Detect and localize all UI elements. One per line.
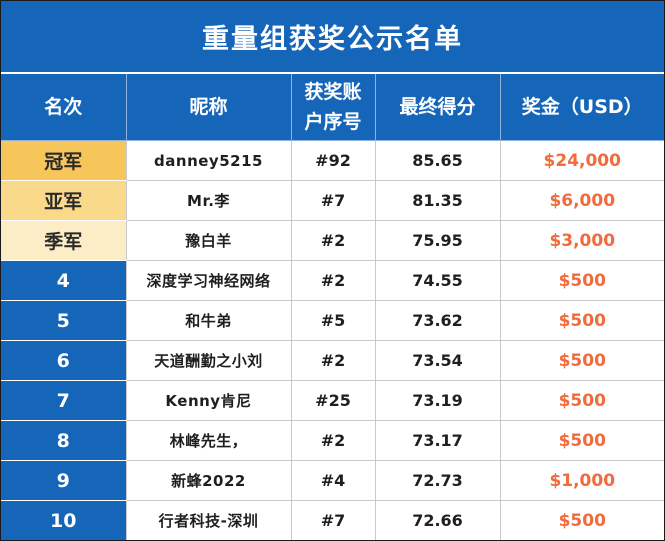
header-prize: 奖金（USD） [500, 74, 664, 141]
table-row: 6 天道酬勤之小刘 #2 73.54 $500 [1, 340, 664, 381]
table-row: 8 林峰先生， #2 73.17 $500 [1, 420, 664, 461]
rank-cell: 8 [1, 420, 127, 461]
rank-cell: 5 [1, 300, 127, 341]
score-cell: 85.65 [375, 140, 501, 181]
rank-cell: 6 [1, 340, 127, 381]
score-cell: 75.95 [375, 220, 501, 261]
nickname-cell: 行者科技-深圳 [126, 500, 292, 540]
table-row: 10 行者科技-深圳 #7 72.66 $500 [1, 500, 664, 540]
nickname-cell: 和牛弟 [126, 300, 292, 341]
account-cell: #5 [291, 300, 376, 341]
rank-cell: 亚军 [1, 180, 127, 221]
header-account-line2: 户序号 [304, 111, 362, 133]
nickname-cell: 豫白羊 [126, 220, 292, 261]
prize-cell: $500 [500, 260, 664, 301]
prize-cell: $24,000 [500, 140, 664, 181]
table-row: 9 新蜂2022 #4 72.73 $1,000 [1, 460, 664, 501]
nickname-cell: Kenny肯尼 [126, 380, 292, 421]
rank-cell: 冠军 [1, 140, 127, 181]
table-row: 季军 豫白羊 #2 75.95 $3,000 [1, 220, 664, 261]
rank-cell: 9 [1, 460, 127, 501]
table-row: 4 深度学习神经网络 #2 74.55 $500 [1, 260, 664, 301]
prize-cell: $6,000 [500, 180, 664, 221]
table-row: 亚军 Mr.李 #7 81.35 $6,000 [1, 180, 664, 221]
nickname-cell: 林峰先生， [126, 420, 292, 461]
nickname-cell: 新蜂2022 [126, 460, 292, 501]
header-account: 获奖账 户序号 [291, 74, 376, 141]
rank-cell: 10 [1, 500, 127, 540]
table-row: 7 Kenny肯尼 #25 73.19 $500 [1, 380, 664, 421]
table-row: 冠军 danney5215 #92 85.65 $24,000 [1, 140, 664, 181]
prize-cell: $500 [500, 380, 664, 421]
table-header-row: 名次 昵称 获奖账 户序号 最终得分 奖金（USD） [1, 74, 664, 141]
prize-cell: $1,000 [500, 460, 664, 501]
account-cell: #7 [291, 180, 376, 221]
score-cell: 72.73 [375, 460, 501, 501]
score-cell: 73.62 [375, 300, 501, 341]
prize-cell: $500 [500, 500, 664, 540]
account-cell: #2 [291, 420, 376, 461]
prize-cell: $500 [500, 420, 664, 461]
table-row: 5 和牛弟 #5 73.62 $500 [1, 300, 664, 341]
header-score: 最终得分 [375, 74, 501, 141]
account-cell: #7 [291, 500, 376, 540]
rank-cell: 季军 [1, 220, 127, 261]
page-title: 重量组获奖公示名单 [1, 1, 664, 74]
score-cell: 74.55 [375, 260, 501, 301]
account-cell: #92 [291, 140, 376, 181]
account-cell: #2 [291, 220, 376, 261]
header-account-line1: 获奖账 [304, 81, 362, 103]
nickname-cell: 深度学习神经网络 [126, 260, 292, 301]
nickname-cell: danney5215 [126, 140, 292, 181]
rank-cell: 4 [1, 260, 127, 301]
account-cell: #25 [291, 380, 376, 421]
account-cell: #2 [291, 260, 376, 301]
nickname-cell: 天道酬勤之小刘 [126, 340, 292, 381]
prize-cell: $3,000 [500, 220, 664, 261]
score-cell: 72.66 [375, 500, 501, 540]
score-cell: 73.19 [375, 380, 501, 421]
rank-cell: 7 [1, 380, 127, 421]
score-cell: 81.35 [375, 180, 501, 221]
account-cell: #2 [291, 340, 376, 381]
account-cell: #4 [291, 460, 376, 501]
prize-cell: $500 [500, 300, 664, 341]
header-rank: 名次 [1, 74, 127, 141]
table-body: 冠军 danney5215 #92 85.65 $24,000 亚军 Mr.李 #7 81.35… [1, 140, 664, 540]
nickname-cell: Mr.李 [126, 180, 292, 221]
header-nickname: 昵称 [126, 74, 292, 141]
prize-cell: $500 [500, 340, 664, 381]
score-cell: 73.54 [375, 340, 501, 381]
winners-table: 名次 昵称 获奖账 户序号 最终得分 奖金（USD） 冠军 danney5215 #… [1, 74, 664, 540]
score-cell: 73.17 [375, 420, 501, 461]
